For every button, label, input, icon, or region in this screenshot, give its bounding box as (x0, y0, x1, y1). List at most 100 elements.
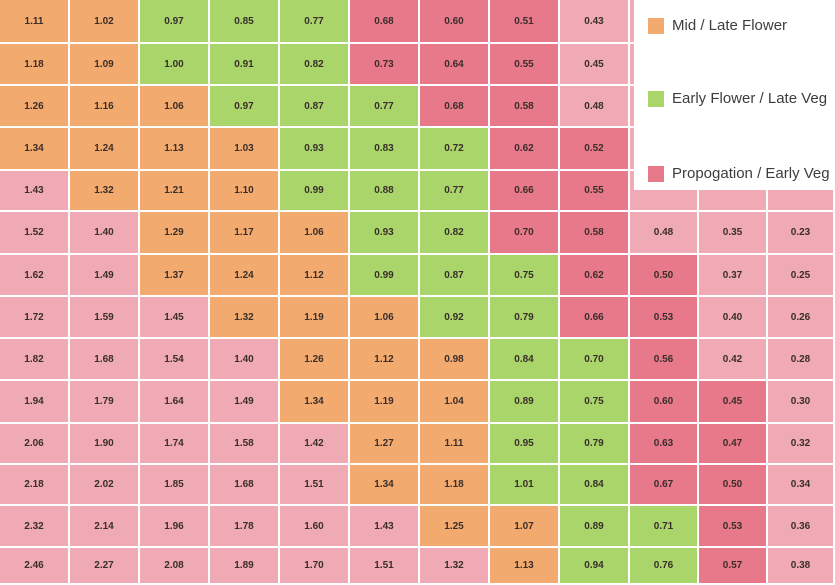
heatmap-cell-r4-c5: 0.93 (280, 128, 348, 169)
heatmap-cell-r12-c4: 1.68 (210, 465, 278, 504)
heatmap-cell-r11-c9: 0.79 (560, 424, 628, 463)
heatmap-cell-r1-c2: 1.02 (70, 0, 138, 42)
heatmap-cell-r8-c10: 0.53 (630, 297, 697, 337)
heatmap-cell-r8-c9: 0.66 (560, 297, 628, 337)
heatmap-cell-r10-c3: 1.64 (140, 381, 208, 422)
heatmap-cell-r11-c7: 1.11 (420, 424, 488, 463)
heatmap-cell-r8-c5: 1.19 (280, 297, 348, 337)
heatmap-cell-r12-c7: 1.18 (420, 465, 488, 504)
heatmap-cell-r6-c11: 0.35 (699, 212, 766, 253)
heatmap-cell-r6-c4: 1.17 (210, 212, 278, 253)
heatmap-cell-r12-c1: 2.18 (0, 465, 68, 504)
heatmap-cell-r12-c3: 1.85 (140, 465, 208, 504)
heatmap-cell-r4-c2: 1.24 (70, 128, 138, 169)
heatmap-cell-r13-c3: 1.96 (140, 506, 208, 546)
heatmap-cell-r13-c7: 1.25 (420, 506, 488, 546)
heatmap-cell-r12-c10: 0.67 (630, 465, 697, 504)
heatmap-cell-r2-c1: 1.18 (0, 44, 68, 84)
heatmap-cell-r3-c1: 1.26 (0, 86, 68, 126)
heatmap-cell-r7-c4: 1.24 (210, 255, 278, 295)
heatmap-cell-r5-c9: 0.55 (560, 171, 628, 210)
heatmap-cell-r13-c12: 0.36 (768, 506, 833, 546)
heatmap-cell-r12-c9: 0.84 (560, 465, 628, 504)
heatmap-cell-r5-c2: 1.32 (70, 171, 138, 210)
heatmap-cell-r13-c2: 2.14 (70, 506, 138, 546)
heatmap-cell-r12-c5: 1.51 (280, 465, 348, 504)
heatmap-cell-r11-c2: 1.90 (70, 424, 138, 463)
heatmap-cell-r13-c4: 1.78 (210, 506, 278, 546)
heatmap-cell-r10-c5: 1.34 (280, 381, 348, 422)
heatmap-cell-r11-c3: 1.74 (140, 424, 208, 463)
heatmap-cell-r9-c8: 0.84 (490, 339, 558, 379)
heatmap-cell-r7-c8: 0.75 (490, 255, 558, 295)
heatmap-cell-r9-c2: 1.68 (70, 339, 138, 379)
heatmap-cell-r1-c9: 0.43 (560, 0, 628, 42)
heatmap-cell-r10-c8: 0.89 (490, 381, 558, 422)
heatmap-cell-r1-c3: 0.97 (140, 0, 208, 42)
heatmap-cell-r10-c6: 1.19 (350, 381, 418, 422)
heatmap-cell-r12-c8: 1.01 (490, 465, 558, 504)
heatmap-cell-r4-c4: 1.03 (210, 128, 278, 169)
heatmap-cell-r6-c2: 1.40 (70, 212, 138, 253)
heatmap-cell-r14-c6: 1.51 (350, 548, 418, 583)
heatmap-cell-r9-c3: 1.54 (140, 339, 208, 379)
heatmap-cell-r10-c9: 0.75 (560, 381, 628, 422)
legend-swatch-propogation-early-veg (648, 165, 664, 182)
heatmap-cell-r13-c11: 0.53 (699, 506, 766, 546)
heatmap-cell-r14-c12: 0.38 (768, 548, 833, 583)
heatmap-cell-r8-c12: 0.26 (768, 297, 833, 337)
heatmap-cell-r13-c1: 2.32 (0, 506, 68, 546)
legend-label-mid-late-flower: Mid / Late Flower (672, 17, 788, 34)
heatmap-cell-r5-c3: 1.21 (140, 171, 208, 210)
heatmap-cell-r12-c2: 2.02 (70, 465, 138, 504)
heatmap-cell-r4-c8: 0.62 (490, 128, 558, 169)
heatmap-cell-r14-c9: 0.94 (560, 548, 628, 583)
heatmap-cell-r12-c11: 0.50 (699, 465, 766, 504)
legend-swatch-mid-late-flower (648, 17, 664, 34)
legend: Mid / Late Flower Early Flower / Late Ve… (634, 0, 835, 190)
heatmap-cell-r6-c3: 1.29 (140, 212, 208, 253)
legend-item-early-flower-late-veg: Early Flower / Late Veg (648, 90, 827, 107)
heatmap-cell-r3-c3: 1.06 (140, 86, 208, 126)
heatmap-cell-r6-c9: 0.58 (560, 212, 628, 253)
heatmap-cell-r2-c4: 0.91 (210, 44, 278, 84)
heatmap-cell-r10-c11: 0.45 (699, 381, 766, 422)
heatmap-cell-r10-c4: 1.49 (210, 381, 278, 422)
legend-label-propogation-early-veg: Propogation / Early Veg (672, 165, 830, 182)
heatmap-cell-r14-c1: 2.46 (0, 548, 68, 583)
heatmap-cell-r1-c6: 0.68 (350, 0, 418, 42)
heatmap-cell-r3-c8: 0.58 (490, 86, 558, 126)
heatmap-cell-r14-c8: 1.13 (490, 548, 558, 583)
heatmap-cell-r7-c1: 1.62 (0, 255, 68, 295)
heatmap-cell-r6-c7: 0.82 (420, 212, 488, 253)
heatmap-cell-r11-c1: 2.06 (0, 424, 68, 463)
heatmap-cell-r7-c11: 0.37 (699, 255, 766, 295)
heatmap-cell-r9-c6: 1.12 (350, 339, 418, 379)
heatmap-cell-r1-c4: 0.85 (210, 0, 278, 42)
heatmap-cell-r1-c8: 0.51 (490, 0, 558, 42)
heatmap-cell-r10-c2: 1.79 (70, 381, 138, 422)
heatmap-cell-r14-c5: 1.70 (280, 548, 348, 583)
heatmap-cell-r14-c11: 0.57 (699, 548, 766, 583)
heatmap-cell-r9-c5: 1.26 (280, 339, 348, 379)
heatmap-cell-r11-c6: 1.27 (350, 424, 418, 463)
legend-item-propogation-early-veg: Propogation / Early Veg (648, 165, 830, 182)
heatmap-cell-r4-c9: 0.52 (560, 128, 628, 169)
heatmap-cell-r2-c6: 0.73 (350, 44, 418, 84)
heatmap-cell-r11-c12: 0.32 (768, 424, 833, 463)
heatmap-cell-r7-c10: 0.50 (630, 255, 697, 295)
heatmap-cell-r7-c12: 0.25 (768, 255, 833, 295)
heatmap-cell-r7-c5: 1.12 (280, 255, 348, 295)
heatmap-cell-r9-c1: 1.82 (0, 339, 68, 379)
heatmap-cell-r7-c2: 1.49 (70, 255, 138, 295)
heatmap-cell-r4-c6: 0.83 (350, 128, 418, 169)
heatmap-cell-r11-c11: 0.47 (699, 424, 766, 463)
heatmap-cell-r9-c7: 0.98 (420, 339, 488, 379)
heatmap-cell-r6-c8: 0.70 (490, 212, 558, 253)
heatmap-cell-r5-c6: 0.88 (350, 171, 418, 210)
heatmap-cell-r5-c4: 1.10 (210, 171, 278, 210)
heatmap-cell-r8-c11: 0.40 (699, 297, 766, 337)
heatmap-cell-r7-c9: 0.62 (560, 255, 628, 295)
heatmap-cell-r2-c8: 0.55 (490, 44, 558, 84)
heatmap-cell-r14-c4: 1.89 (210, 548, 278, 583)
